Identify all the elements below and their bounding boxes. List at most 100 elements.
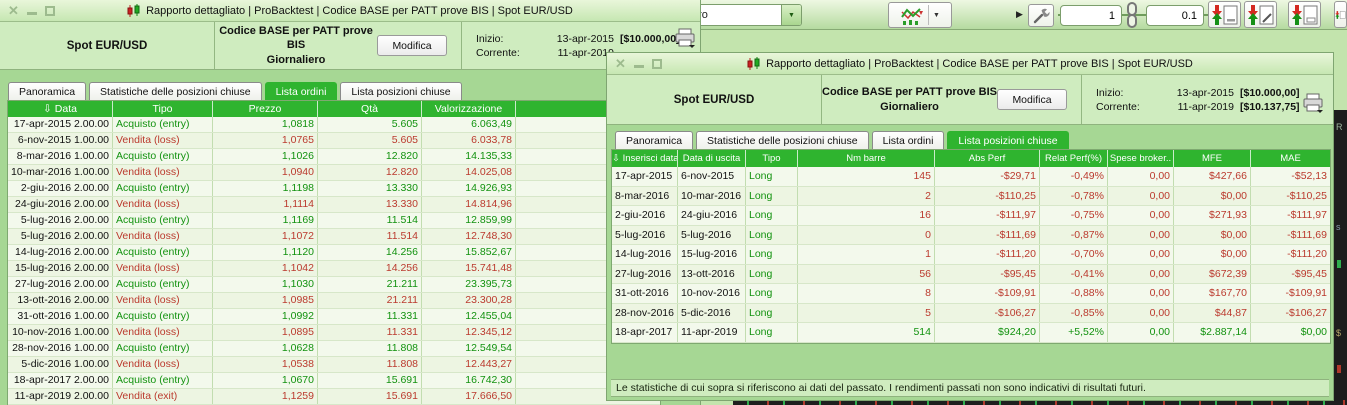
table-row[interactable]: 14-lug-2016 15-lug-2016 Long 1 -$111,20 -0,70… — [612, 245, 1330, 265]
settings-wrench-button[interactable] — [1028, 4, 1054, 27]
cell-entry-date: 5-lug-2016 — [612, 225, 678, 244]
table-row[interactable]: 17-apr-2015 6-nov-2015 Long 145 -$29,71 -0,49… — [612, 167, 1330, 187]
column-header-tipo[interactable]: Tipo — [113, 101, 213, 117]
column-header-valorizzazione[interactable]: Valorizzazione — [422, 101, 516, 117]
column-header-data-di-uscita[interactable]: Data di uscita — [678, 150, 746, 167]
column-header-data[interactable]: ⇩ Data — [8, 101, 113, 117]
cell-bars: 8 — [798, 284, 935, 303]
code-title: Codice BASE per PATT prove BIS Giornalie… — [215, 24, 377, 67]
step-input[interactable] — [1146, 5, 1204, 26]
modify-order-button[interactable] — [1244, 1, 1277, 28]
column-header-nm-barre[interactable]: Nm barre — [798, 150, 935, 167]
cell-type: Vendita (loss) — [113, 325, 213, 340]
column-header-tipo[interactable]: Tipo — [746, 150, 798, 167]
table-row[interactable]: 18-apr-2017 11-apr-2019 Long 514 $924,20 +5,5… — [612, 323, 1330, 343]
table-row[interactable]: 5-lug-2016 2.00.00 Vendita (loss) 1,1072 11… — [8, 229, 660, 245]
code-section: Codice BASE per PATT prove BIS Giornalie… — [822, 75, 1082, 124]
table-row[interactable]: 18-apr-2017 2.00.00 Acquisto (entry) 1,067… — [8, 373, 660, 389]
print-icon[interactable] — [1301, 93, 1325, 119]
code-section: Codice BASE per PATT prove BIS Giornalie… — [215, 22, 462, 69]
table-row[interactable]: 2-giu-2016 24-giu-2016 Long 16 -$111,97 -0,75… — [612, 206, 1330, 226]
tab-statistiche-delle-posizioni-chiuse[interactable]: Statistiche delle posizioni chiuse — [89, 82, 262, 101]
window-title-group: Rapporto dettagliato | ProBacktest | Cod… — [747, 56, 1193, 71]
table-row[interactable]: 10-mar-2016 1.00.00 Vendita (loss) 1,0940 1… — [8, 165, 660, 181]
column-header-prezzo[interactable]: Prezzo — [213, 101, 318, 117]
column-header-mae[interactable]: MAE — [1280, 153, 1301, 164]
table-row[interactable]: 8-mar-2016 10-mar-2016 Long 2 -$110,25 -0,78%… — [612, 186, 1330, 206]
table-row[interactable]: 24-giu-2016 2.00.00 Vendita (loss) 1,1114 1… — [8, 197, 660, 213]
table-row[interactable]: 5-lug-2016 5-lug-2016 Long 0 -$111,69 -0,87% 0… — [612, 225, 1330, 245]
cell-rel-perf: +5,52% — [1040, 323, 1108, 342]
cell-mae: $0,00 — [1300, 326, 1327, 338]
modify-button[interactable]: Modifica — [377, 35, 447, 56]
column-header-mfe[interactable]: MFE — [1174, 150, 1251, 167]
column-header-relat-perf-[interactable]: Relat Perf(%) — [1040, 150, 1108, 167]
maximize-icon[interactable] — [44, 5, 55, 16]
cell-fees: 0,00 — [1108, 225, 1174, 244]
cell-value: 16.742,30 — [422, 373, 516, 388]
close-icon[interactable]: ✕ — [615, 55, 626, 71]
table-row[interactable]: 8-mar-2016 1.00.00 Acquisto (entry) 1,1026… — [8, 149, 660, 165]
table-row[interactable]: 31-ott-2016 1.00.00 Acquisto (entry) 1,099… — [8, 309, 660, 325]
quantity-input[interactable] — [1060, 5, 1122, 26]
column-header-inserisci-data[interactable]: ⇩ Inserisci data — [612, 150, 678, 167]
corrente-label: Corrente: — [1096, 100, 1140, 113]
table-row[interactable]: 13-ott-2016 2.00.00 Vendita (loss) 1,0985 2… — [8, 293, 660, 309]
table-row[interactable]: 28-nov-2016 1.00.00 Acquisto (entry) 1,062… — [8, 341, 660, 357]
tab-panoramica[interactable]: Panoramica — [8, 82, 87, 101]
cell-type: Vendita (exit) — [113, 389, 213, 404]
cell-date: 24-giu-2016 2.00.00 — [8, 197, 113, 212]
cell-value: 15.741,48 — [422, 261, 516, 276]
cell-date: 13-ott-2016 2.00.00 — [8, 293, 113, 308]
minimize-icon[interactable] — [633, 65, 644, 68]
table-row[interactable]: 11-apr-2019 2.00.00 Vendita (exit) 1,1259 1… — [8, 389, 660, 405]
tab-lista-ordini[interactable]: Lista ordini — [264, 82, 338, 101]
partial-toolbar-button[interactable] — [1334, 1, 1347, 28]
tab-lista-posizioni-chiuse[interactable]: Lista posizioni chiuse — [340, 82, 462, 101]
table-row[interactable]: 27-lug-2016 13-ott-2016 Long 56 -$95,45 -0,41… — [612, 264, 1330, 284]
window-titlebar: ✕ Rapporto dettagliato | ProBacktest | C… — [0, 0, 700, 22]
link-chain-icon[interactable] — [1124, 2, 1140, 33]
table-row[interactable]: 27-lug-2016 2.00.00 Acquisto (entry) 1,103… — [8, 277, 660, 293]
cell-mfe: $271,93 — [1174, 206, 1251, 225]
cell-price: 1,1198 — [213, 181, 318, 196]
tab-statistiche-delle-posizioni-chiuse[interactable]: Statistiche delle posizioni chiuse — [696, 131, 869, 150]
timeframe-dropdown[interactable]: aliero ▼ — [672, 4, 802, 26]
table-row[interactable]: 2-giu-2016 2.00.00 Acquisto (entry) 1,1198… — [8, 181, 660, 197]
table-row[interactable]: 28-nov-2016 5-dic-2016 Long 5 -$106,27 -0,85%… — [612, 303, 1330, 323]
cell-value: 14.025,08 — [422, 165, 516, 180]
table-row[interactable]: 6-nov-2015 1.00.00 Vendita (loss) 1,0765 5.… — [8, 133, 660, 149]
cell-bars: 56 — [798, 264, 935, 283]
cell-price: 1,1169 — [213, 213, 318, 228]
table-row[interactable]: 5-lug-2016 2.00.00 Acquisto (entry) 1,1169… — [8, 213, 660, 229]
cell-entry-date: 2-giu-2016 — [612, 206, 678, 225]
play-icon[interactable]: ▶ — [1016, 9, 1023, 19]
new-order-button[interactable] — [1208, 1, 1241, 28]
table-row[interactable]: 14-lug-2016 2.00.00 Acquisto (entry) 1,112… — [8, 245, 660, 261]
table-row[interactable]: 31-ott-2016 10-nov-2016 Long 8 -$109,91 -0,88… — [612, 284, 1330, 304]
chevron-down-icon[interactable]: ▼ — [933, 11, 940, 19]
cell-date: 11-apr-2019 2.00.00 — [8, 389, 113, 404]
column-header-qt-[interactable]: Qtà — [318, 101, 422, 117]
table-row[interactable]: 5-dic-2016 1.00.00 Vendita (loss) 1,0538 11… — [8, 357, 660, 373]
tab-lista-ordini[interactable]: Lista ordini — [871, 131, 945, 150]
maximize-icon[interactable] — [651, 58, 662, 69]
column-header-spese-broker-[interactable]: Spese broker.. — [1108, 150, 1174, 167]
tab-panoramica[interactable]: Panoramica — [615, 131, 694, 150]
print-icon[interactable] — [673, 28, 697, 54]
chevron-down-icon[interactable]: ▼ — [781, 5, 801, 25]
chart-type-button[interactable]: ▼ — [888, 2, 952, 28]
background-text-fragment: R — [1336, 122, 1343, 132]
cell-mae: -$111,20 — [1287, 248, 1327, 260]
cell-price: 1,1042 — [213, 261, 318, 276]
column-header-abs-perf[interactable]: Abs Perf — [935, 150, 1040, 167]
tab-lista-posizioni-chiuse[interactable]: Lista posizioni chiuse — [947, 131, 1069, 150]
table-row[interactable]: 17-apr-2015 2.00.00 Acquisto (entry) 1,081… — [8, 117, 660, 133]
close-order-button[interactable] — [1288, 1, 1321, 28]
minimize-icon[interactable] — [26, 12, 37, 15]
modify-button[interactable]: Modifica — [997, 89, 1067, 110]
cell-type: Long — [746, 264, 798, 283]
table-row[interactable]: 15-lug-2016 2.00.00 Vendita (loss) 1,1042 1… — [8, 261, 660, 277]
close-icon[interactable]: ✕ — [8, 2, 19, 18]
table-row[interactable]: 10-nov-2016 1.00.00 Vendita (loss) 1,0895 1… — [8, 325, 660, 341]
